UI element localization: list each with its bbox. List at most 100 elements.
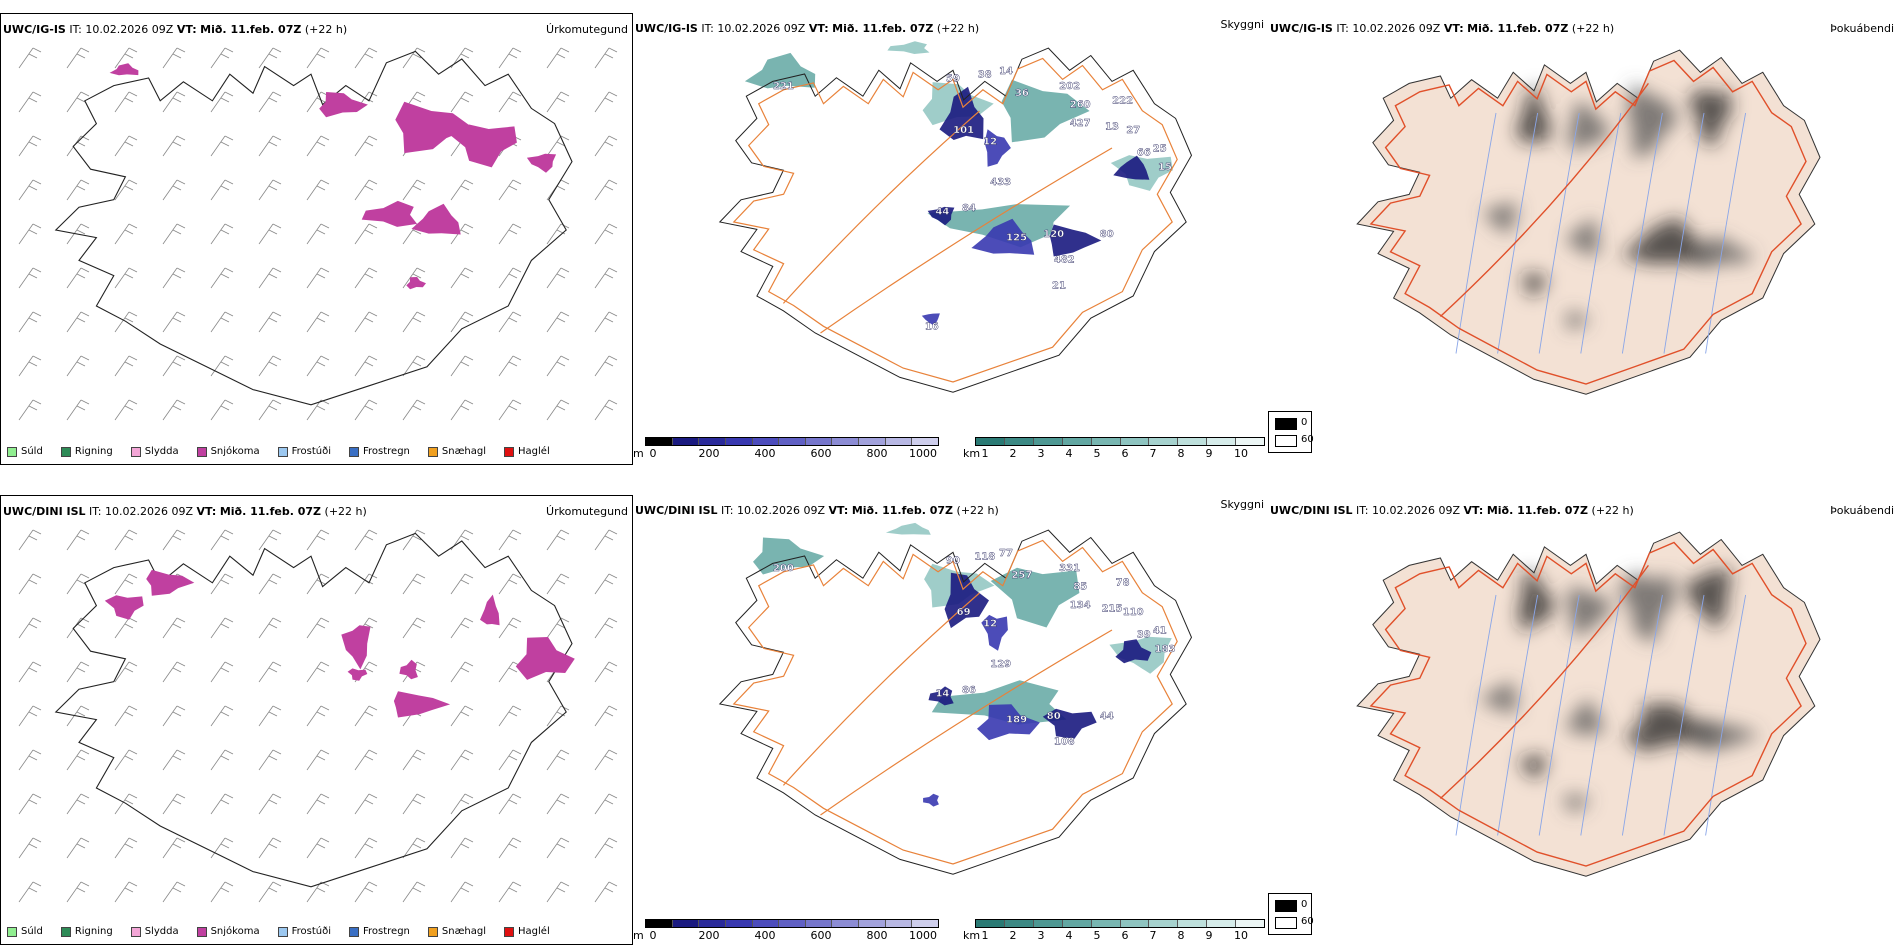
colorbar-tick: 1000 [909, 447, 937, 460]
legend-label: Súld [21, 446, 43, 457]
wind-barb [66, 573, 90, 595]
fog-panel-row1: UWC/IG-IS IT: 10.02.2026 09Z VT: Mið. 11… [1268, 13, 1900, 465]
wind-barb [210, 705, 234, 727]
fog-area [1517, 755, 1548, 780]
wind-barb [402, 881, 426, 903]
colorbar-tick: 4 [1065, 447, 1073, 460]
fog-area [1566, 310, 1592, 330]
wind-barb [210, 179, 234, 201]
legend-swatch [349, 926, 359, 937]
wind-barb [546, 135, 570, 157]
wind-barb [258, 617, 282, 639]
wind-barb [18, 91, 42, 113]
fog-legend-swatch [1275, 418, 1297, 430]
cloudbase-label: 78 [1116, 578, 1130, 589]
colorbar-cell [779, 920, 806, 927]
wind-barb [546, 881, 570, 903]
cloudbase-label: 90 [946, 555, 960, 566]
legend-swatch [130, 926, 141, 937]
colorbar-cell [1236, 920, 1265, 927]
wind-barb [18, 179, 42, 201]
legend-label: Rigning [74, 926, 113, 937]
fog-areas [1482, 569, 1762, 812]
river [1538, 594, 1580, 836]
wind-barb [306, 749, 330, 771]
cloudbase-area [939, 86, 984, 140]
colorbar-cell [912, 920, 939, 927]
wind-barb [402, 267, 426, 289]
cloudbase-label: 80 [1047, 711, 1061, 722]
road-network [1369, 541, 1807, 867]
cloudbase-label: 331 [1059, 563, 1080, 574]
wind-barb [162, 47, 186, 69]
cloudbase-label: 215 [1102, 604, 1123, 615]
wind-barb [210, 529, 234, 551]
cloudbase-area [981, 614, 1008, 651]
wind-barb [402, 399, 426, 421]
fog-legend-label: 0 [1301, 899, 1308, 910]
colorbar-tick: 8 [1177, 929, 1185, 942]
legend-swatch [60, 446, 71, 457]
cloudbase-area [921, 313, 940, 326]
wind-barb [66, 47, 90, 69]
precip-panel-row1: UWC/IG-IS IT: 10.02.2026 09Z VT: Mið. 11… [0, 13, 633, 465]
legend-label: Rigning [74, 446, 113, 457]
road [732, 57, 1178, 383]
cloudbase-label: 118 [974, 552, 995, 563]
wind-barb [114, 793, 138, 815]
colorbar-tick: 200 [698, 447, 720, 460]
snowfall-area [526, 153, 557, 173]
precip-legend-item: Rigning [60, 446, 113, 457]
wind-barb [306, 661, 330, 683]
wind-barb [210, 793, 234, 815]
wind-barb [162, 355, 186, 377]
wind-barb [546, 355, 570, 377]
legend-label: Frostúði [291, 446, 331, 457]
colorbar-cell [885, 438, 913, 445]
cloudbase-label: 36 [1015, 88, 1029, 99]
precip-legend-item: Slydda [130, 446, 179, 457]
river [1580, 112, 1622, 354]
precip-legend-item: Frostregn [349, 926, 410, 937]
cloudbase-label: 16 [925, 321, 939, 332]
legend-label: Snjókoma [210, 446, 260, 457]
wind-barb [450, 661, 474, 683]
cloudbase-label: 257 [1011, 570, 1032, 581]
colorbar-tick: 3 [1037, 447, 1045, 460]
wind-barb [258, 705, 282, 727]
cloudbase-label: 21 [1052, 281, 1066, 292]
precip-legend-item: Haglél [504, 446, 550, 457]
legend-label: Snjókoma [210, 926, 260, 937]
cloudbase-label: 200 [773, 563, 794, 574]
colorbar-cell [646, 920, 673, 927]
road [820, 147, 1113, 334]
wind-barb [546, 399, 570, 421]
wind-barb [402, 617, 426, 639]
wind-barb [594, 529, 618, 551]
wind-barb [546, 223, 570, 245]
colorbar-tick: 7 [1149, 929, 1157, 942]
wind-barb [114, 705, 138, 727]
wind-barb [546, 91, 570, 113]
wind-barb [450, 311, 474, 333]
wind-barb [210, 837, 234, 859]
colorbar-cell [1033, 438, 1063, 445]
cloudbase-area [977, 704, 1040, 741]
cloudbase-label: 14 [999, 66, 1013, 77]
wind-barb [258, 91, 282, 113]
visibility-area [744, 52, 816, 89]
wind-barb [66, 705, 90, 727]
wind-barb [402, 179, 426, 201]
river [1455, 594, 1497, 836]
legend-label: Frostregn [363, 446, 410, 457]
snowfall-areas [104, 569, 575, 718]
legend-swatch [7, 926, 17, 937]
wind-barb [162, 179, 186, 201]
precip-map [18, 529, 618, 903]
river [1621, 112, 1663, 354]
wind-barb [594, 705, 618, 727]
wind-barb [210, 91, 234, 113]
legend-swatch [349, 446, 359, 457]
colorbar-cell [779, 438, 806, 445]
colorbar-tick: 3 [1037, 929, 1045, 942]
